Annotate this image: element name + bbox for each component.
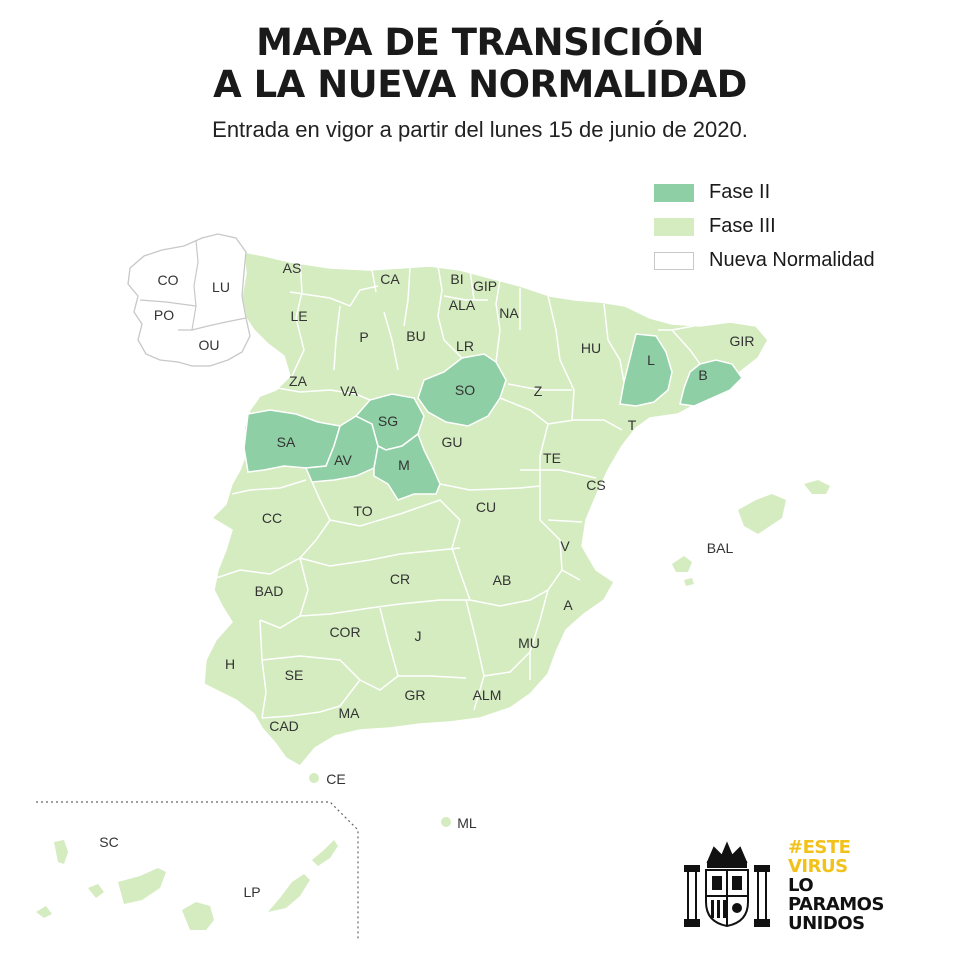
- label-lr: LR: [456, 338, 474, 354]
- canarias-el-hierro: [36, 906, 52, 918]
- label-gr: GR: [405, 687, 426, 703]
- canarias-tenerife: [118, 868, 166, 904]
- slogan-line-3: LO: [788, 875, 814, 896]
- label-av: AV: [334, 452, 352, 468]
- canarias-fuerteventura: [268, 874, 310, 912]
- label-p: P: [359, 329, 368, 345]
- label-m: M: [398, 457, 410, 473]
- legend-label-fase-ii: Fase II: [709, 181, 771, 203]
- province-barcelona: [679, 359, 743, 407]
- coat-of-arms-icon: [684, 841, 770, 928]
- label-co: CO: [158, 272, 179, 288]
- legend-label-fase-iii: Fase III: [709, 215, 776, 237]
- canarias-la-gomera: [88, 884, 104, 898]
- legend-swatch-fase-ii: [654, 184, 694, 202]
- province-borders: [215, 261, 701, 719]
- label-lp: LP: [243, 884, 260, 900]
- label-as: AS: [283, 260, 302, 276]
- label-v: V: [560, 538, 570, 554]
- label-cad: CAD: [269, 718, 299, 734]
- label-cu: CU: [476, 499, 496, 515]
- label-cc: CC: [262, 510, 282, 526]
- canarias-lanzarote: [312, 840, 338, 866]
- label-va: VA: [340, 383, 358, 399]
- label-cor: COR: [329, 624, 360, 640]
- label-so: SO: [455, 382, 475, 398]
- melilla-dot: [441, 817, 451, 827]
- province-lleida: [619, 333, 673, 407]
- label-z: Z: [534, 383, 543, 399]
- label-se: SE: [285, 667, 304, 683]
- province-labels: CO LU PO OU L B SO SG SA AV M AS CA BI G…: [99, 260, 754, 900]
- label-sa: SA: [277, 434, 296, 450]
- label-gu: GU: [442, 434, 463, 450]
- label-ou: OU: [199, 337, 220, 353]
- label-za: ZA: [289, 373, 308, 389]
- label-gip: GIP: [473, 278, 497, 294]
- legend-swatch-nueva-normalidad: [654, 252, 694, 270]
- label-hu: HU: [581, 340, 601, 356]
- label-bu: BU: [406, 328, 425, 344]
- label-ma: MA: [339, 705, 361, 721]
- baleares-mallorca: [738, 494, 786, 534]
- ceuta-dot: [309, 773, 319, 783]
- campaign-slogan: #ESTE VIRUS LO PARAMOS UNIDOS: [788, 838, 884, 933]
- baleares-formentera: [684, 578, 694, 586]
- label-ala: ALA: [449, 297, 476, 313]
- map-subtitle: Entrada en vigor a partir del lunes 15 d…: [212, 117, 748, 142]
- label-j: J: [415, 628, 422, 644]
- title-line-1: MAPA DE TRANSICIÓN: [256, 21, 704, 64]
- label-t: T: [628, 417, 637, 433]
- label-gir: GIR: [730, 333, 755, 349]
- canarias-gran-canaria: [182, 902, 214, 930]
- label-po: PO: [154, 307, 174, 323]
- label-bad: BAD: [255, 583, 284, 599]
- label-l: L: [647, 352, 655, 368]
- galicia-borders: [139, 239, 247, 331]
- label-alm: ALM: [473, 687, 502, 703]
- label-a: A: [563, 597, 573, 613]
- galicia-shape: [127, 233, 251, 367]
- slogan-line-1: #ESTE: [788, 837, 851, 858]
- slogan-line-2: VIRUS: [788, 856, 848, 877]
- label-mu: MU: [518, 635, 540, 651]
- label-sg: SG: [378, 413, 398, 429]
- province-madrid: [373, 432, 441, 501]
- label-ml: ML: [457, 815, 477, 831]
- label-bi: BI: [450, 271, 463, 287]
- baleares-menorca: [804, 480, 830, 494]
- label-ab: AB: [493, 572, 512, 588]
- title-line-2: A LA NUEVA NORMALIDAD: [213, 63, 747, 106]
- canarias-la-palma: [54, 840, 68, 864]
- label-bal: BAL: [707, 540, 734, 556]
- map-title: MAPA DE TRANSICIÓN A LA NUEVA NORMALIDAD: [0, 22, 960, 106]
- baleares-ibiza: [672, 556, 692, 572]
- label-cr: CR: [390, 571, 410, 587]
- label-na: NA: [499, 305, 519, 321]
- label-b: B: [698, 367, 707, 383]
- label-lu: LU: [212, 279, 230, 295]
- label-h: H: [225, 656, 235, 672]
- label-cs: CS: [586, 477, 605, 493]
- label-ca: CA: [380, 271, 400, 287]
- label-to: TO: [353, 503, 372, 519]
- label-le: LE: [290, 308, 307, 324]
- slogan-line-4: PARAMOS: [788, 894, 884, 915]
- label-ce: CE: [326, 771, 345, 787]
- legend-swatch-fase-iii: [654, 218, 694, 236]
- slogan-line-5: UNIDOS: [788, 913, 865, 934]
- label-sc: SC: [99, 834, 118, 850]
- canarias-inset-frame: [36, 801, 359, 940]
- legend-label-nueva-normalidad: Nueva Normalidad: [709, 249, 875, 271]
- label-te: TE: [543, 450, 561, 466]
